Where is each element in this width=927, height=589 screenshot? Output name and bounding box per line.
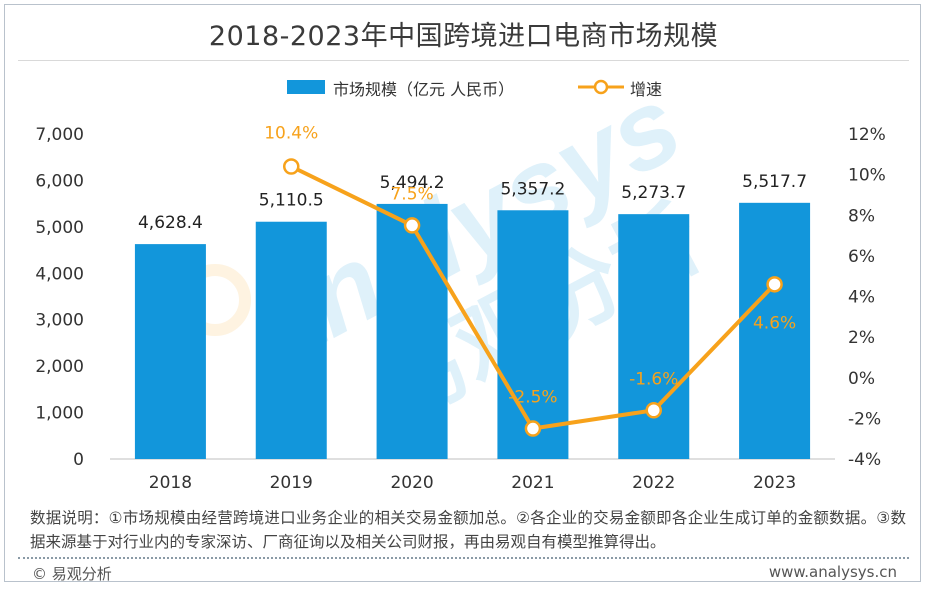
growth-point xyxy=(403,217,421,234)
y-left-tick-label: 0 xyxy=(73,450,84,470)
bar-value-label: 5,517.7 xyxy=(742,172,807,192)
legend-bar-swatch xyxy=(287,80,325,94)
y-right-tick-label: 6% xyxy=(848,247,875,267)
growth-value-label: 7.5% xyxy=(390,184,433,204)
bar xyxy=(497,210,569,459)
bar xyxy=(134,244,206,459)
bar xyxy=(618,214,690,459)
x-tick-label: 2023 xyxy=(753,473,796,493)
chart-legend: 市场规模（亿元 人民币） 增速 xyxy=(0,74,927,100)
bar xyxy=(739,202,811,459)
legend-line-label: 增速 xyxy=(630,80,663,99)
y-right-tick-label: 10% xyxy=(848,166,886,186)
bar xyxy=(255,221,327,459)
y-right-tick-label: 2% xyxy=(848,328,875,348)
y-left-tick-label: 2,000 xyxy=(35,357,84,377)
data-note: 数据说明：①市场规模由经营跨境进口业务企业的相关交易金额加总。②各企业的交易金额… xyxy=(30,509,906,551)
chart-title: 2018-2023年中国跨境进口电商市场规模 xyxy=(208,21,719,52)
y-left-tick-label: 7,000 xyxy=(35,125,84,145)
y-right-tick-label: -4% xyxy=(848,450,881,470)
y-left-tick-label: 6,000 xyxy=(35,171,84,191)
growth-point xyxy=(283,158,300,175)
bar-value-label: 5,357.2 xyxy=(500,179,565,199)
x-tick-label: 2019 xyxy=(270,473,313,493)
y-right-tick-label: 8% xyxy=(848,206,875,226)
growth-value-label: -1.6% xyxy=(629,369,678,389)
y-right-tick-label: 0% xyxy=(848,369,875,389)
y-left-tick-label: 4,000 xyxy=(35,264,84,284)
footer-url: www.analysys.cn xyxy=(768,563,897,581)
x-tick-label: 2021 xyxy=(511,473,554,493)
y-right-tick-label: 12% xyxy=(848,125,886,145)
bar-value-label: 5,110.5 xyxy=(259,191,324,211)
x-tick-label: 2018 xyxy=(149,473,192,493)
footer-divider xyxy=(18,557,909,559)
x-tick-label: 2020 xyxy=(390,473,433,493)
chart-frame xyxy=(4,4,921,582)
bar xyxy=(376,203,448,459)
bar-value-label: 5,273.7 xyxy=(621,183,686,203)
y-right-tick-label: 4% xyxy=(848,288,875,308)
y-left-tick-label: 5,000 xyxy=(35,218,84,238)
growth-value-label: 4.6% xyxy=(753,313,796,333)
bar-value-label: 4,628.4 xyxy=(138,213,203,233)
chart-plot: 7,000 6,000 5,000 4,000 3,000 2,000 1,000 0 12% 1… xyxy=(35,124,886,494)
footer-brand: © 易观分析 xyxy=(32,565,112,583)
y-left-tick-label: 1,000 xyxy=(35,404,84,424)
title-divider xyxy=(18,60,909,61)
legend-line-swatch xyxy=(578,79,624,95)
legend-bar-label: 市场规模（亿元 人民币） xyxy=(333,80,515,99)
growth-value-label: 10.4% xyxy=(264,124,318,144)
y-right-tick-label: -2% xyxy=(848,409,881,429)
growth-point xyxy=(766,276,783,293)
growth-point xyxy=(524,420,542,437)
y-left-tick-label: 3,000 xyxy=(35,311,84,331)
x-tick-label: 2022 xyxy=(632,473,675,493)
bar-value-label: 5,494.2 xyxy=(380,173,445,193)
growth-value-label: -2.5% xyxy=(508,388,557,408)
growth-point xyxy=(645,402,662,419)
